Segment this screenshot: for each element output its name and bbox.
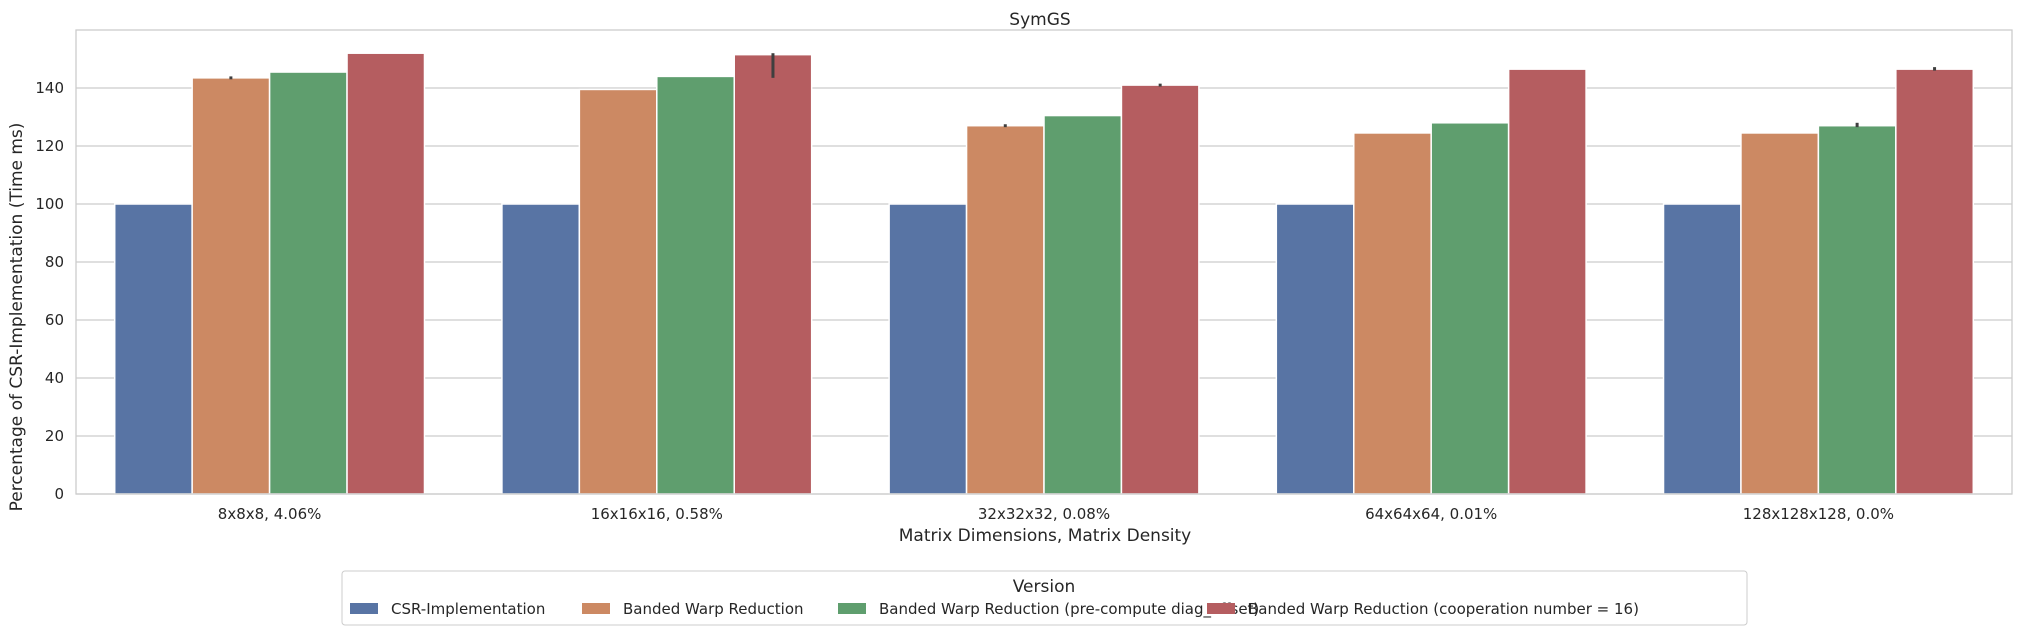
legend-label: Banded Warp Reduction — [623, 600, 804, 618]
legend-swatch — [582, 603, 610, 614]
bar — [1895, 68, 1975, 495]
y-tick-label: 0 — [54, 485, 64, 503]
bar — [1662, 203, 1742, 495]
y-tick-label: 120 — [35, 137, 64, 155]
x-tick-label: 64x64x64, 0.01% — [1365, 505, 1497, 523]
error-bars — [229, 53, 1937, 128]
x-tick-label: 8x8x8, 4.06% — [218, 505, 322, 523]
x-tick-label: 128x128x128, 0.0% — [1743, 505, 1894, 523]
y-tick-label: 40 — [45, 369, 64, 387]
y-axis-ticks: 0 20 40 60 80 100 120 140 — [35, 79, 64, 503]
bar — [1507, 68, 1587, 495]
legend: Version CSR-Implementation Banded Warp Re… — [341, 570, 1748, 626]
bar — [1275, 203, 1355, 495]
y-tick-label: 20 — [45, 427, 64, 445]
plot-frame — [75, 29, 2013, 495]
bar — [965, 124, 1045, 495]
legend-swatch — [838, 603, 866, 614]
bar — [1430, 122, 1510, 495]
chart-title: SymGS — [1009, 10, 1070, 30]
y-axis-label: Percentage of CSR-Implementation (Time m… — [7, 123, 27, 512]
bar — [888, 203, 968, 495]
bar — [1120, 84, 1200, 495]
y-tick-label: 140 — [35, 79, 64, 97]
y-tick-label: 60 — [45, 311, 64, 329]
legend-items: CSR-Implementation Banded Warp Reduction B… — [350, 600, 1639, 619]
y-tick-label: 100 — [35, 195, 64, 213]
bar — [268, 71, 348, 495]
legend-label: CSR-Implementation — [391, 600, 545, 618]
bar — [346, 52, 426, 495]
x-axis-label: Matrix Dimensions, Matrix Density — [899, 526, 1192, 546]
legend-box — [341, 570, 1748, 626]
bar — [1740, 132, 1820, 495]
legend-swatch — [350, 603, 378, 614]
bar — [733, 53, 813, 495]
bar — [501, 203, 581, 495]
legend-swatch — [1207, 603, 1235, 614]
bar — [656, 75, 735, 495]
bar — [1043, 114, 1123, 495]
bar — [578, 88, 658, 495]
x-tick-label: 32x32x32, 0.08% — [978, 505, 1110, 523]
legend-title: Version — [1013, 577, 1076, 597]
bar — [113, 203, 193, 495]
x-tick-label: 16x16x16, 0.58% — [591, 505, 723, 523]
bars — [113, 52, 1975, 495]
bar — [191, 77, 271, 495]
bar — [1817, 124, 1897, 495]
bar — [1353, 132, 1432, 495]
legend-label: Banded Warp Reduction (pre-compute diag_… — [879, 600, 1259, 619]
x-axis-ticks: 8x8x8, 4.06% 16x16x16, 0.58% 32x32x32, 0.0… — [218, 505, 1894, 523]
y-tick-label: 80 — [45, 253, 64, 271]
legend-label: Banded Warp Reduction (cooperation numbe… — [1248, 600, 1639, 618]
